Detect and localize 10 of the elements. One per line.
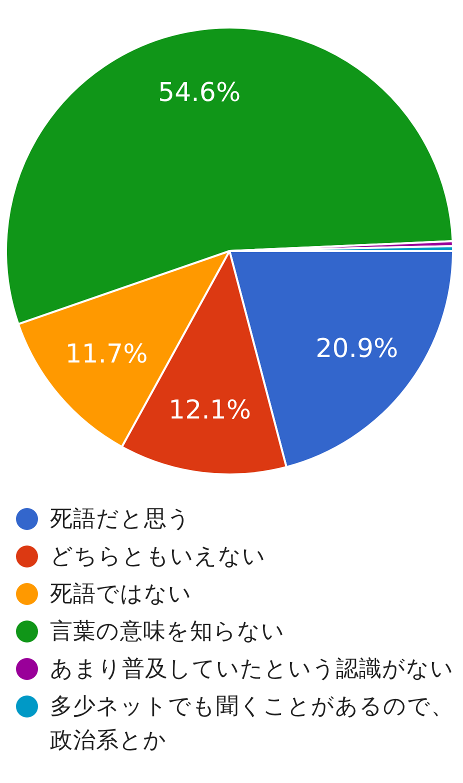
data-label: 11.7% (65, 340, 148, 370)
data-label: 54.6% (158, 78, 241, 108)
legend-label: あまり普及していたという認識がない (50, 656, 454, 682)
legend-label: 多少ネットでも聞くことがあるので、政治系とか (50, 694, 454, 754)
legend-label: 死語だと思う (50, 506, 191, 532)
data-label: 12.1% (168, 396, 252, 426)
data-label: 20.9% (316, 334, 398, 364)
legend-label: 死語ではない (50, 581, 192, 607)
legend-label: 言葉の意味を知らない (50, 618, 285, 644)
legend-label: どちらともいえない (50, 544, 266, 570)
